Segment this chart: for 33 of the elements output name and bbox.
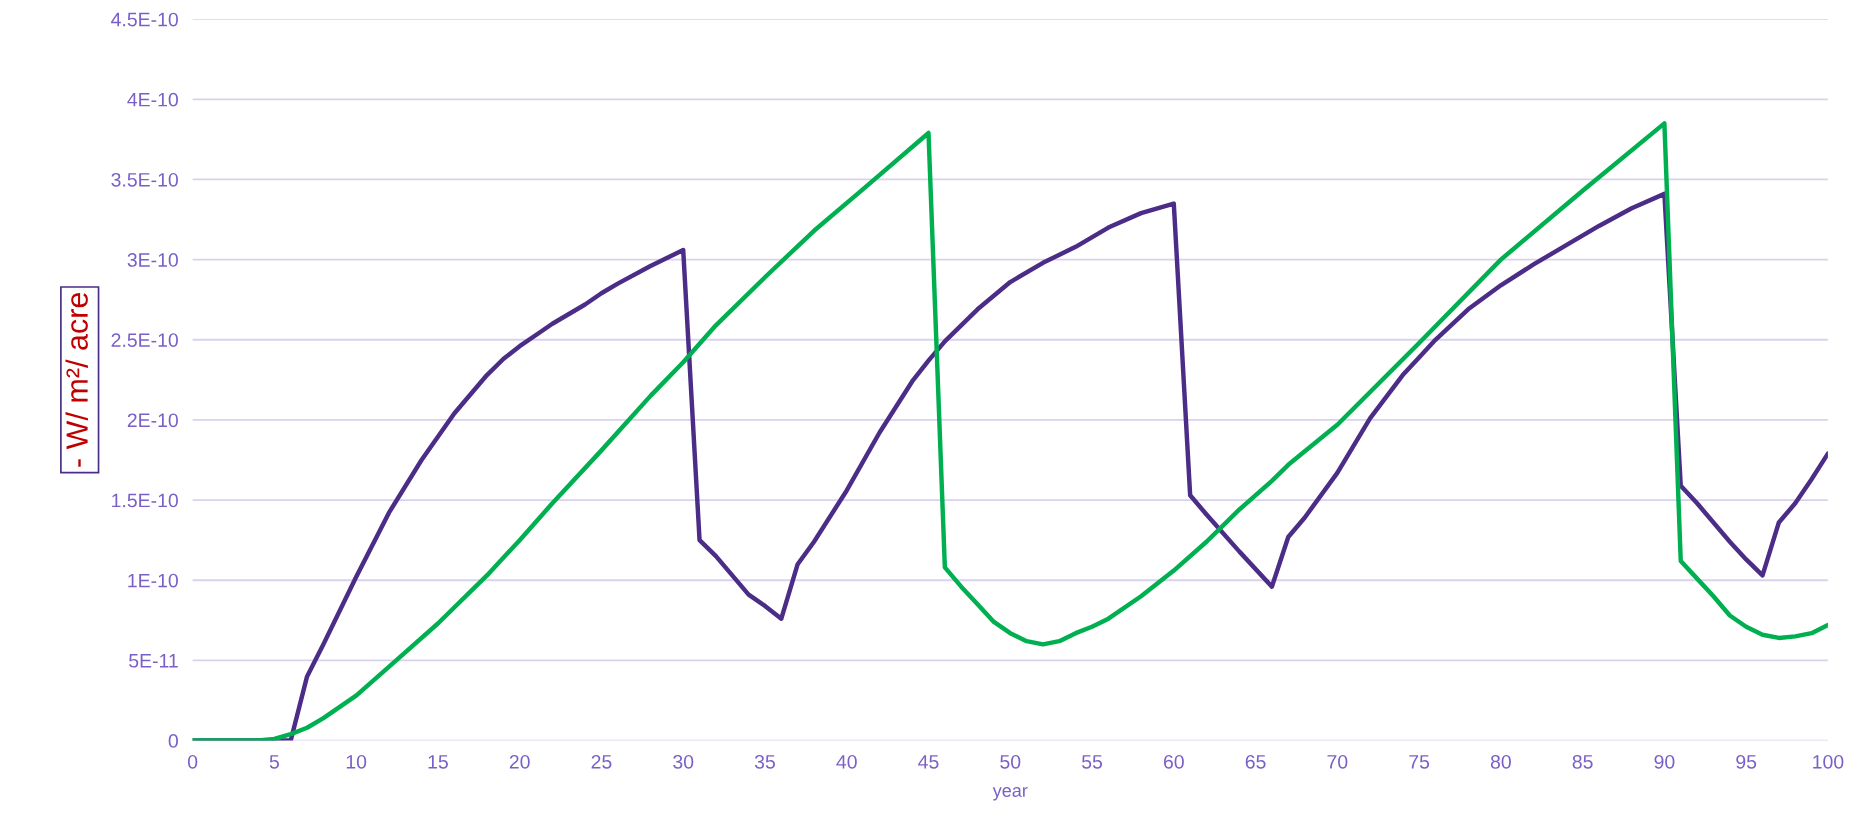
x-tick-label: 10 [346, 754, 367, 769]
x-tick-label: 100 [1813, 754, 1844, 769]
x-tick-label: 55 [1082, 755, 1103, 769]
x-tick-label: 50 [1000, 754, 1021, 769]
y-tick-label: 2E-10 [127, 413, 178, 428]
x-tick-label: 5 [269, 755, 279, 769]
x-tick-label: 90 [1654, 754, 1675, 769]
y-tick-label: 1.5E-10 [112, 493, 178, 508]
x-tick-label: 15 [428, 755, 448, 769]
y-axis-title: - W/ m²/ acre [65, 292, 88, 467]
y-tick-label: 3.5E-10 [111, 172, 178, 187]
y-tick-label: 2.5E-10 [111, 333, 178, 348]
x-tick-label: 85 [1572, 754, 1593, 769]
x-tick-label: 35 [754, 754, 775, 769]
y-tick-label: 3E-10 [127, 253, 178, 267]
y-tick-label: 4E-10 [127, 92, 178, 107]
x-tick-label: 40 [836, 754, 857, 769]
x-tick-label: 20 [509, 754, 530, 769]
x-tick-label: 25 [591, 754, 612, 769]
x-tick-label: 30 [673, 754, 694, 769]
x-tick-label: 95 [1736, 754, 1757, 769]
y-tick-label: 1E-10 [128, 573, 178, 588]
x-tick-label: 75 [1409, 755, 1430, 769]
x-tick-label: 65 [1245, 754, 1266, 769]
x-tick-label: 80 [1490, 754, 1511, 769]
x-tick-label: 70 [1327, 754, 1348, 769]
x-tick-label: 60 [1163, 754, 1184, 769]
y-tick-label: 5E-11 [129, 654, 178, 668]
y-tick-label: 4.5E-10 [111, 12, 178, 27]
x-tick-label: 0 [187, 754, 198, 769]
y-tick-label: 0 [168, 734, 178, 748]
x-axis-title: year [992, 787, 1028, 801]
x-tick-label: 45 [918, 755, 939, 769]
